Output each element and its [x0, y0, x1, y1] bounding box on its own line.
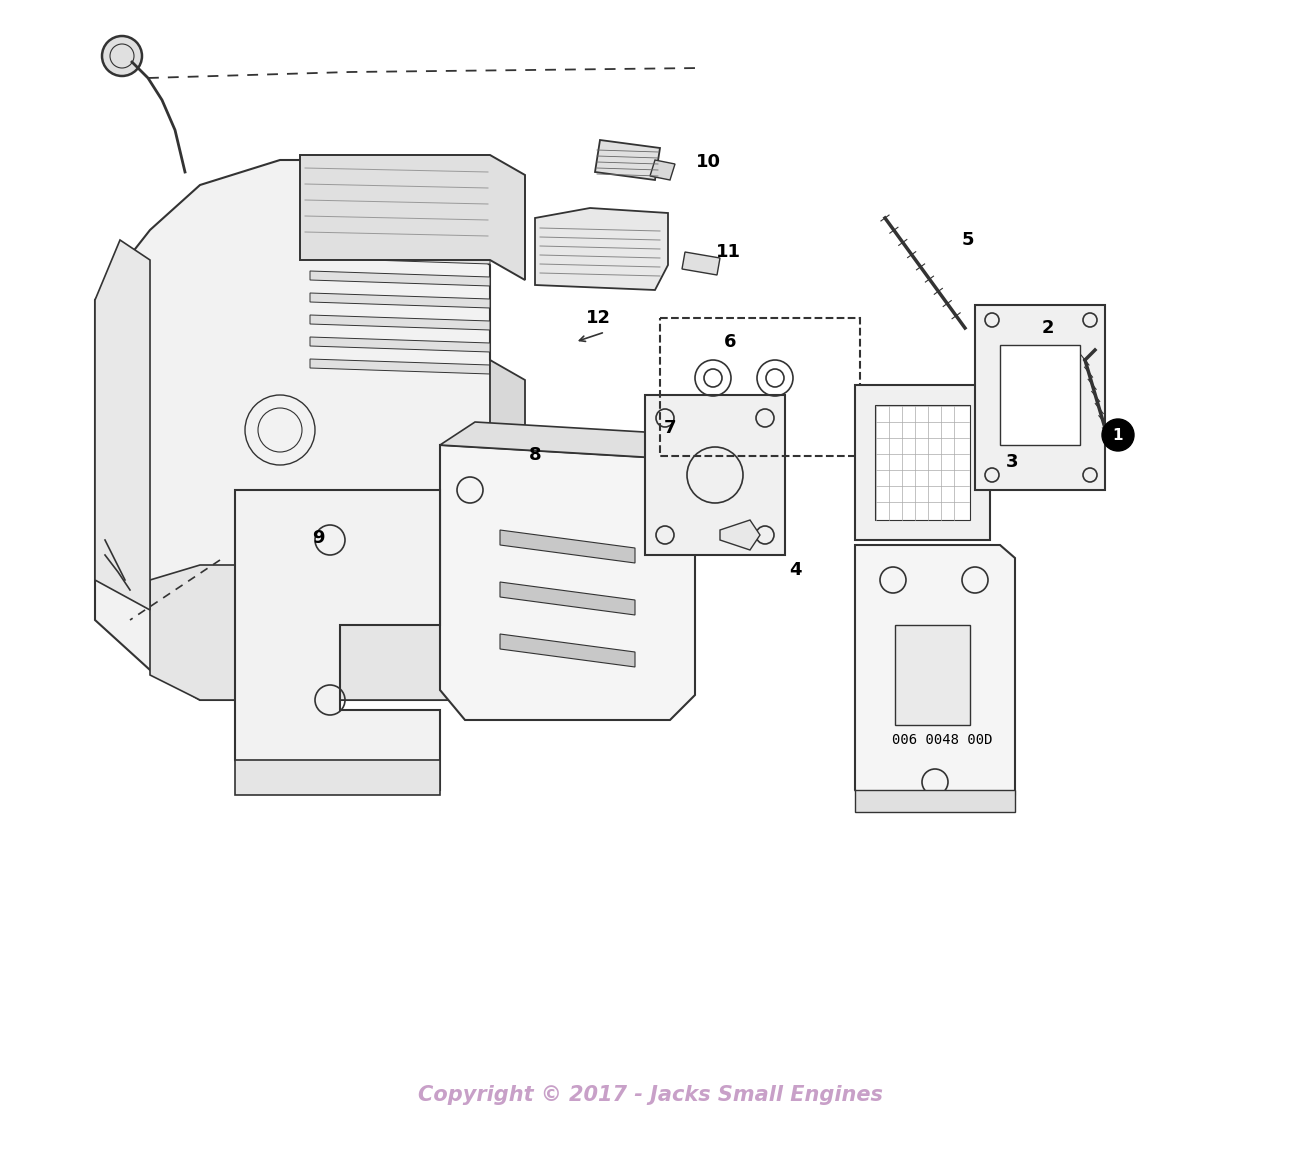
Text: 11: 11 [715, 243, 741, 261]
Ellipse shape [490, 459, 530, 514]
Bar [875, 405, 970, 520]
Text: 6: 6 [724, 333, 736, 351]
Polygon shape [439, 421, 696, 458]
Text: 006 0048 00D: 006 0048 00D [892, 733, 992, 747]
Polygon shape [309, 271, 490, 286]
Polygon shape [490, 460, 536, 510]
Polygon shape [650, 160, 675, 180]
Polygon shape [720, 520, 760, 549]
Polygon shape [645, 394, 785, 555]
Text: 1: 1 [1113, 427, 1123, 443]
Polygon shape [309, 205, 490, 220]
Polygon shape [855, 790, 1015, 812]
Text: 10: 10 [696, 153, 720, 171]
Circle shape [1102, 419, 1134, 451]
Polygon shape [490, 360, 525, 660]
Text: 3: 3 [1006, 453, 1018, 471]
Polygon shape [500, 634, 634, 667]
Circle shape [101, 36, 142, 76]
Text: 2: 2 [1041, 319, 1054, 337]
Polygon shape [309, 359, 490, 375]
Polygon shape [439, 445, 696, 720]
Text: Copyright © 2017 - Jacks Small Engines: Copyright © 2017 - Jacks Small Engines [417, 1085, 883, 1105]
Polygon shape [95, 239, 150, 610]
Polygon shape [309, 337, 490, 352]
Polygon shape [309, 315, 490, 330]
Text: 4: 4 [789, 561, 801, 579]
Text: 12: 12 [585, 309, 611, 328]
Polygon shape [300, 155, 525, 281]
Bar [660, 318, 861, 456]
Polygon shape [150, 565, 510, 700]
Polygon shape [855, 385, 991, 540]
Polygon shape [95, 160, 520, 700]
Polygon shape [235, 490, 439, 790]
Text: 8: 8 [529, 446, 541, 464]
Polygon shape [595, 140, 660, 180]
Polygon shape [235, 760, 439, 795]
Polygon shape [309, 227, 490, 242]
Polygon shape [309, 294, 490, 308]
Polygon shape [309, 249, 490, 264]
Polygon shape [536, 208, 668, 290]
Text: 9: 9 [312, 529, 324, 547]
Text: 7: 7 [664, 419, 676, 437]
Polygon shape [500, 529, 634, 564]
Bar [894, 625, 970, 726]
Polygon shape [500, 582, 634, 615]
Text: 5: 5 [962, 231, 974, 249]
Bar [1000, 345, 1080, 445]
Polygon shape [975, 305, 1105, 490]
Polygon shape [682, 252, 720, 275]
Polygon shape [855, 545, 1015, 808]
